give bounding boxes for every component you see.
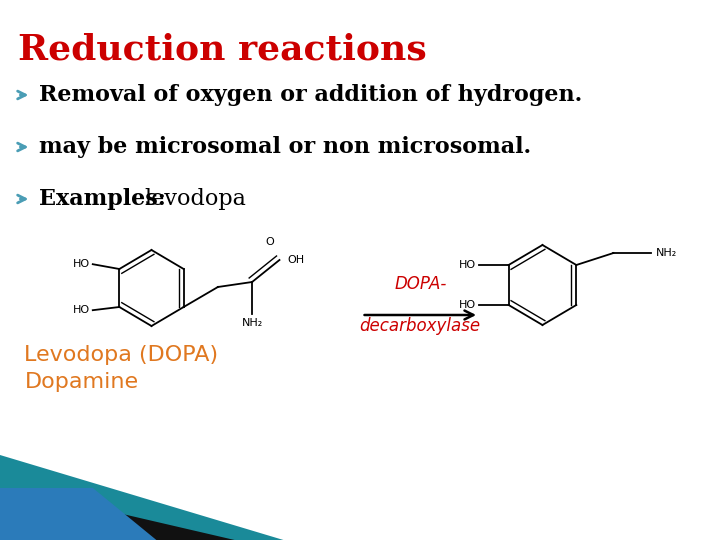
Text: HO: HO xyxy=(459,300,477,310)
Text: Reduction reactions: Reduction reactions xyxy=(17,32,426,66)
Text: Dopamine: Dopamine xyxy=(24,372,138,392)
Text: NH₂: NH₂ xyxy=(655,248,677,258)
Text: levodopa: levodopa xyxy=(145,188,246,210)
Text: HO: HO xyxy=(73,305,90,315)
Text: Removal of oxygen or addition of hydrogen.: Removal of oxygen or addition of hydroge… xyxy=(39,84,582,106)
Text: HO: HO xyxy=(73,259,90,269)
Text: OH: OH xyxy=(287,255,305,265)
Polygon shape xyxy=(0,498,235,540)
Text: NH₂: NH₂ xyxy=(241,318,263,328)
Polygon shape xyxy=(0,455,284,540)
Text: Levodopa (DOPA): Levodopa (DOPA) xyxy=(24,345,219,365)
Text: decarboxylase: decarboxylase xyxy=(360,317,481,335)
Text: O: O xyxy=(265,237,274,247)
Text: HO: HO xyxy=(459,260,477,270)
Polygon shape xyxy=(0,488,156,540)
Text: DOPA-: DOPA- xyxy=(394,275,446,293)
Text: may be microsomal or non microsomal.: may be microsomal or non microsomal. xyxy=(39,136,531,158)
Text: Examples:: Examples: xyxy=(39,188,174,210)
